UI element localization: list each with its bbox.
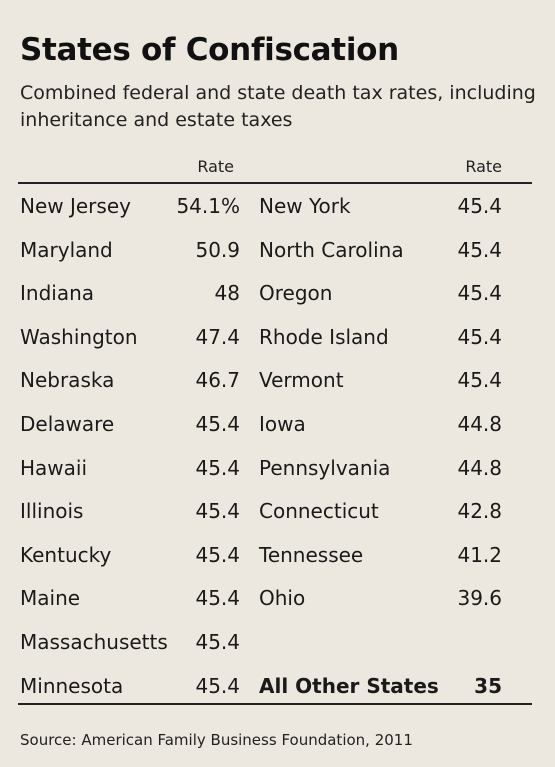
right-state-rate: 41.2 (457, 543, 502, 567)
left-state-rate: 50.9 (195, 238, 240, 262)
bottom-rule (18, 703, 532, 705)
rate-header-right: Rate (465, 157, 502, 176)
right-state-name: Rhode Island (259, 325, 389, 349)
left-state-rate: 54.1% (176, 194, 240, 218)
right-state-rate: 44.8 (457, 456, 502, 480)
right-state-rate: 44.8 (457, 412, 502, 436)
left-state-rate: 48 (214, 281, 240, 305)
chart-subtitle: Combined federal and state death tax rat… (20, 82, 536, 131)
right-state-name: Vermont (259, 368, 344, 392)
right-state-rate: 35 (474, 674, 502, 698)
left-state-name: Indiana (20, 281, 95, 305)
right-state-rate: 39.6 (457, 586, 502, 610)
right-state-name: Oregon (259, 281, 333, 305)
right-state-name: Pennsylvania (259, 456, 391, 480)
left-state-rate: 45.4 (195, 456, 240, 480)
left-state-name: Kentucky (20, 543, 112, 567)
right-state-name: New York (259, 194, 351, 218)
left-state-name: Washington (20, 325, 138, 349)
right-state-rate (440, 620, 502, 664)
left-state-rate: 45.4 (195, 674, 240, 698)
right-state-name: Tennessee (259, 543, 364, 567)
left-state-name: Hawaii (20, 456, 88, 480)
left-state-name: Delaware (20, 412, 115, 436)
right-state-name: Connecticut (259, 499, 379, 523)
left-state-name: Nebraska (20, 368, 115, 392)
left-state-name: Massachusetts (20, 630, 168, 654)
right-state-rate: 45.4 (457, 325, 502, 349)
chart-title: States of Confiscation (20, 32, 399, 68)
left-state-rate: 45.4 (195, 412, 240, 436)
right-state-name: Ohio (259, 586, 306, 610)
left-state-rate: 45.4 (195, 630, 240, 654)
left-state-rate: 45.4 (195, 499, 240, 523)
right-state-name: Iowa (259, 412, 306, 436)
left-state-name: Maryland (20, 238, 113, 262)
left-state-rate: 45.4 (195, 543, 240, 567)
left-state-name: Minnesota (20, 674, 124, 698)
right-state-rate: 42.8 (457, 499, 502, 523)
rate-header-left: Rate (197, 157, 234, 176)
right-state-rate: 45.4 (457, 238, 502, 262)
right-state-rate: 45.4 (457, 368, 502, 392)
right-state-name: North Carolina (259, 238, 404, 262)
left-state-rate: 46.7 (195, 368, 240, 392)
left-state-rate: 45.4 (195, 586, 240, 610)
left-state-name: Illinois (20, 499, 84, 523)
right-state-name: All Other States (259, 674, 439, 698)
rate-table: New Jersey 54.1% Maryland 50.9 Indiana 48 Wash… (0, 184, 555, 702)
left-state-name: New Jersey (20, 194, 131, 218)
top-rule (18, 182, 532, 184)
left-state-name: Maine (20, 586, 81, 610)
source-note: Source: American Family Business Foundat… (20, 731, 413, 749)
left-state-rate: 47.4 (195, 325, 240, 349)
right-state-rate: 45.4 (457, 194, 502, 218)
right-state-rate: 45.4 (457, 281, 502, 305)
